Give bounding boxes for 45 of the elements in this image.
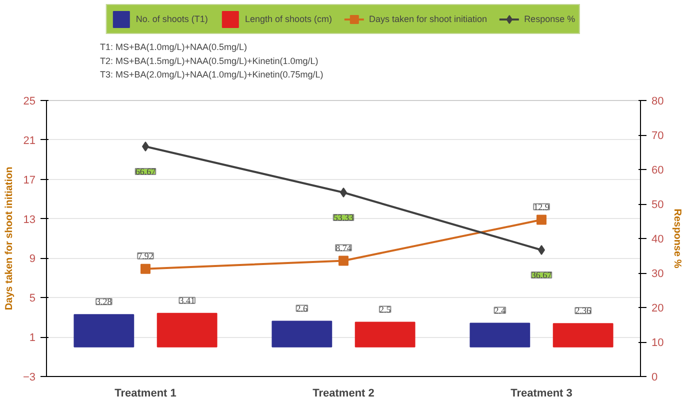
bar <box>74 314 134 348</box>
y-tick-label: 1 <box>29 332 36 344</box>
legend-label: Days taken for shoot initiation <box>368 14 488 24</box>
x-tick-label: Treatment 3 <box>510 388 572 400</box>
data-label: 3.28 <box>96 296 112 307</box>
y2-tick-label: 70 <box>652 130 664 142</box>
y-tick-label: 13 <box>23 214 36 226</box>
y2-tick-label: 20 <box>652 302 664 314</box>
y-tick-label: 25 <box>23 96 36 108</box>
point <box>536 214 546 225</box>
y2-tick-label: 60 <box>652 164 664 176</box>
bar <box>470 322 530 348</box>
legend-label: No. of shoots (T1) <box>136 14 208 24</box>
y2-tick-label: 0 <box>652 372 658 384</box>
data-label: 36.67 <box>531 270 552 280</box>
y-tick-label: −3 <box>22 372 36 384</box>
y-tick-label: 21 <box>23 134 36 147</box>
x-tick-label: Treatment 2 <box>312 388 374 400</box>
bar <box>272 320 332 348</box>
data-label: 12.9 <box>534 202 550 212</box>
y-axis-title: Days taken for shoot initiation <box>4 166 15 310</box>
x-tick-label: Treatment 1 <box>114 388 176 400</box>
text: T1: MS+BA(1.0mg/L)+NAA(0.5mg/L) <box>100 42 248 52</box>
y2-axis-title: Response % <box>672 208 683 268</box>
y-tick-label: 9 <box>29 253 36 266</box>
bar <box>354 322 416 348</box>
y2-tick-label: 80 <box>652 96 664 108</box>
text: T3: MS+BA(2.0mg/L)+NAA(1.0mg/L)+Kinetin(0.75mg/L) <box>100 70 324 80</box>
legend-label: Length of shoots (cm) <box>244 14 332 24</box>
y-tick-label: 5 <box>29 292 36 305</box>
y-tick-label: 17 <box>23 174 36 186</box>
legend-label: Response % <box>524 14 576 24</box>
y2-tick-label: 50 <box>652 199 664 211</box>
y2-tick-label: 30 <box>652 268 664 280</box>
data-label: 53.33 <box>333 212 354 223</box>
data-label: 7.92 <box>138 250 154 261</box>
data-label: 66.67 <box>135 166 156 176</box>
y2-tick-label: 10 <box>652 337 664 349</box>
data-label: 3.41 <box>179 295 195 306</box>
bar <box>156 312 218 348</box>
y2-tick-label: 40 <box>652 234 664 246</box>
text: T2: MS+BA(1.5mg/L)+NAA(0.5mg/L)+Kinetin(1.0mg/L) <box>100 56 318 66</box>
point <box>140 264 150 274</box>
bar <box>552 323 614 348</box>
point <box>338 256 348 266</box>
